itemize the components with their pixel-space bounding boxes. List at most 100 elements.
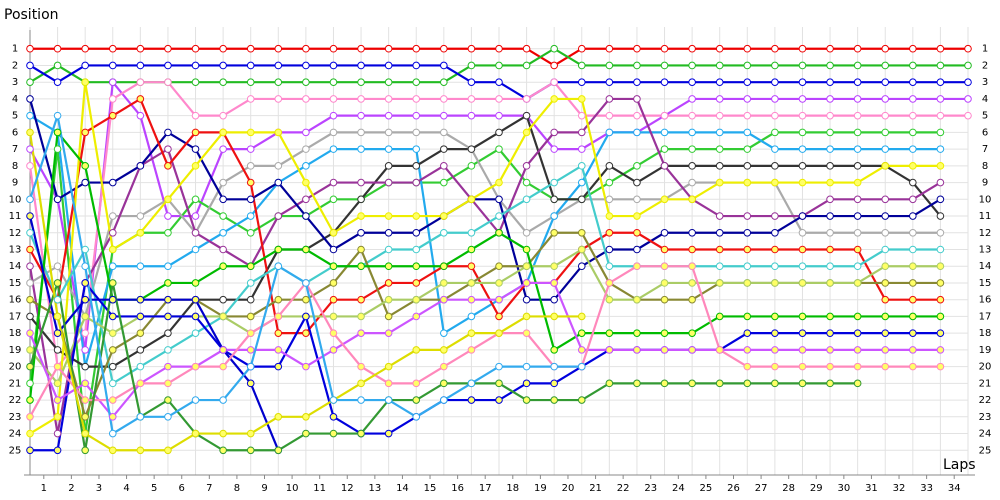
y-tick-label-right: 18 <box>979 328 992 339</box>
marker <box>881 329 890 337</box>
marker <box>577 61 586 70</box>
marker <box>164 195 172 204</box>
marker <box>798 44 807 53</box>
marker <box>909 128 917 137</box>
marker <box>495 362 503 371</box>
marker <box>633 95 641 103</box>
x-tick-label: 15 <box>424 483 437 494</box>
marker <box>577 145 586 153</box>
marker <box>384 128 393 137</box>
marker <box>108 329 117 337</box>
marker <box>357 195 365 204</box>
marker <box>357 312 365 321</box>
marker <box>853 346 862 354</box>
marker <box>219 178 227 187</box>
marker <box>771 61 779 70</box>
marker <box>798 78 807 86</box>
marker <box>881 212 890 220</box>
marker <box>688 295 696 304</box>
marker <box>577 262 586 271</box>
marker <box>522 312 531 321</box>
marker <box>798 312 807 321</box>
marker <box>743 228 752 237</box>
marker <box>550 95 558 103</box>
marker <box>384 111 393 120</box>
marker <box>357 61 365 70</box>
marker <box>605 329 614 337</box>
marker <box>964 61 972 70</box>
y-tick-label-right: 25 <box>979 445 992 456</box>
marker <box>771 95 779 103</box>
marker <box>743 162 752 170</box>
marker <box>412 212 421 220</box>
marker <box>302 162 310 170</box>
marker <box>853 329 862 337</box>
marker <box>191 145 200 153</box>
marker <box>881 312 890 321</box>
x-tick-label: 23 <box>644 483 657 494</box>
marker <box>826 362 834 371</box>
marker <box>246 228 255 237</box>
marker <box>246 195 255 204</box>
marker <box>357 228 365 237</box>
y-tick-label: 7 <box>12 144 18 155</box>
marker <box>108 262 117 271</box>
marker <box>357 362 365 371</box>
marker <box>522 61 531 70</box>
x-tick-label: 14 <box>396 483 409 494</box>
marker <box>909 178 917 187</box>
marker <box>495 78 503 86</box>
marker <box>108 44 117 53</box>
marker <box>412 396 421 404</box>
marker <box>329 295 338 304</box>
marker <box>715 178 724 187</box>
marker <box>798 346 807 354</box>
marker <box>715 379 724 388</box>
marker <box>577 245 586 254</box>
marker <box>605 61 614 70</box>
marker <box>81 78 89 86</box>
series-line <box>29 114 941 367</box>
marker <box>467 78 476 86</box>
marker <box>440 162 448 170</box>
marker <box>412 262 421 271</box>
marker <box>302 61 310 70</box>
marker <box>191 362 200 371</box>
marker <box>329 195 338 204</box>
marker <box>274 212 283 220</box>
marker <box>853 228 862 237</box>
marker <box>164 362 172 371</box>
x-tick-label: 33 <box>920 483 933 494</box>
marker <box>881 61 890 70</box>
marker <box>467 329 476 337</box>
marker <box>329 128 338 137</box>
marker <box>357 145 365 153</box>
marker <box>26 346 34 354</box>
marker <box>357 329 365 337</box>
marker <box>633 162 641 170</box>
marker <box>660 346 669 354</box>
marker <box>164 44 172 53</box>
marker <box>302 312 310 321</box>
y-tick-label-right: 3 <box>982 77 988 88</box>
marker <box>826 279 834 287</box>
marker <box>853 128 862 137</box>
y-tick-label-right: 14 <box>979 261 992 272</box>
marker <box>219 346 227 354</box>
x-tick-label: 22 <box>617 483 630 494</box>
marker <box>936 128 945 137</box>
marker <box>771 312 779 321</box>
marker <box>881 245 890 254</box>
marker <box>246 162 255 170</box>
marker <box>550 312 558 321</box>
marker <box>136 111 145 120</box>
marker <box>743 379 752 388</box>
marker <box>660 78 669 86</box>
marker <box>771 262 779 271</box>
marker <box>909 195 917 204</box>
y-tick-label: 12 <box>9 228 22 239</box>
marker <box>136 95 145 103</box>
marker <box>274 413 283 421</box>
marker <box>357 44 365 53</box>
x-tick-label: 10 <box>286 483 299 494</box>
